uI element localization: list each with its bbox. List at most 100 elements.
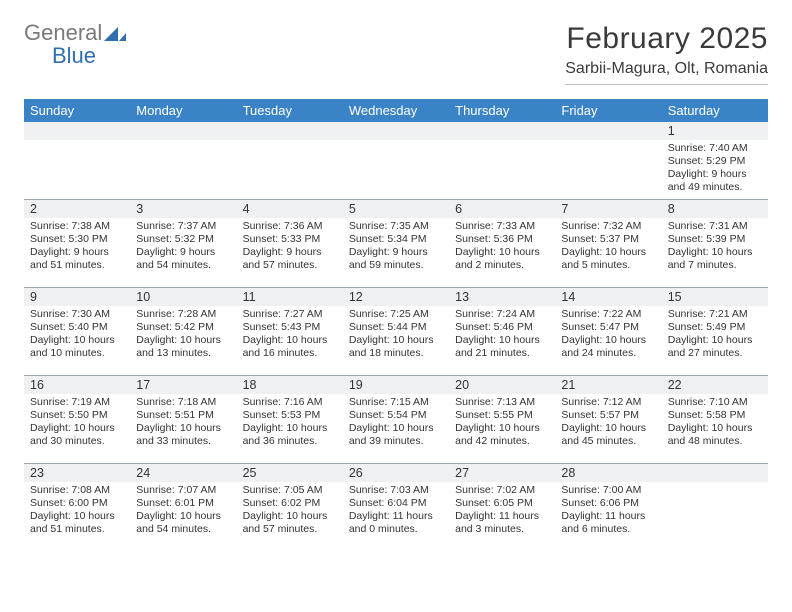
sunrise-text: Sunrise: 7:27 AM <box>243 308 337 321</box>
sunset-text: Sunset: 5:32 PM <box>136 233 230 246</box>
dow-monday: Monday <box>130 99 236 122</box>
week-row: 23Sunrise: 7:08 AMSunset: 6:00 PMDayligh… <box>24 463 768 551</box>
daylight-text: Daylight: 10 hours and 42 minutes. <box>455 422 549 448</box>
sunrise-text: Sunrise: 7:15 AM <box>349 396 443 409</box>
sunrise-text: Sunrise: 7:37 AM <box>136 220 230 233</box>
day-cell: 24Sunrise: 7:07 AMSunset: 6:01 PMDayligh… <box>130 463 236 551</box>
day-cell: 9Sunrise: 7:30 AMSunset: 5:40 PMDaylight… <box>24 287 130 375</box>
sunrise-text: Sunrise: 7:07 AM <box>136 484 230 497</box>
day-details: Sunrise: 7:18 AMSunset: 5:51 PMDaylight:… <box>130 394 236 453</box>
day-details: Sunrise: 7:08 AMSunset: 6:00 PMDaylight:… <box>24 482 130 541</box>
day-details: Sunrise: 7:27 AMSunset: 5:43 PMDaylight:… <box>237 306 343 365</box>
month-title: February 2025 <box>565 22 768 56</box>
day-cell: 21Sunrise: 7:12 AMSunset: 5:57 PMDayligh… <box>555 375 661 463</box>
daylight-text: Daylight: 9 hours and 59 minutes. <box>349 246 443 272</box>
day-cell: 28Sunrise: 7:00 AMSunset: 6:06 PMDayligh… <box>555 463 661 551</box>
day-number <box>662 464 768 482</box>
calendar-page: General Blue February 2025 Sarbii-Magura… <box>0 0 792 551</box>
daylight-text: Daylight: 11 hours and 0 minutes. <box>349 510 443 536</box>
day-cell: 26Sunrise: 7:03 AMSunset: 6:04 PMDayligh… <box>343 463 449 551</box>
daylight-text: Daylight: 11 hours and 6 minutes. <box>561 510 655 536</box>
sunset-text: Sunset: 5:42 PM <box>136 321 230 334</box>
day-number: 9 <box>24 288 130 306</box>
page-header: General Blue February 2025 Sarbii-Magura… <box>24 22 768 85</box>
day-details: Sunrise: 7:02 AMSunset: 6:05 PMDaylight:… <box>449 482 555 541</box>
sunrise-text: Sunrise: 7:33 AM <box>455 220 549 233</box>
sunrise-text: Sunrise: 7:38 AM <box>30 220 124 233</box>
day-number: 7 <box>555 200 661 218</box>
week-row: 16Sunrise: 7:19 AMSunset: 5:50 PMDayligh… <box>24 375 768 463</box>
daylight-text: Daylight: 10 hours and 48 minutes. <box>668 422 762 448</box>
day-cell: 2Sunrise: 7:38 AMSunset: 5:30 PMDaylight… <box>24 199 130 287</box>
day-cell <box>237 122 343 199</box>
day-details: Sunrise: 7:32 AMSunset: 5:37 PMDaylight:… <box>555 218 661 277</box>
day-details: Sunrise: 7:37 AMSunset: 5:32 PMDaylight:… <box>130 218 236 277</box>
day-details: Sunrise: 7:12 AMSunset: 5:57 PMDaylight:… <box>555 394 661 453</box>
day-number: 19 <box>343 376 449 394</box>
sunset-text: Sunset: 5:43 PM <box>243 321 337 334</box>
day-number <box>555 122 661 140</box>
day-number: 27 <box>449 464 555 482</box>
title-block: February 2025 Sarbii-Magura, Olt, Romani… <box>565 22 768 85</box>
sunset-text: Sunset: 5:55 PM <box>455 409 549 422</box>
day-cell: 20Sunrise: 7:13 AMSunset: 5:55 PMDayligh… <box>449 375 555 463</box>
daylight-text: Daylight: 10 hours and 33 minutes. <box>136 422 230 448</box>
sunrise-text: Sunrise: 7:36 AM <box>243 220 337 233</box>
day-number: 26 <box>343 464 449 482</box>
dow-tuesday: Tuesday <box>237 99 343 122</box>
sunrise-text: Sunrise: 7:13 AM <box>455 396 549 409</box>
day-number <box>237 122 343 140</box>
day-cell <box>662 463 768 551</box>
day-details: Sunrise: 7:21 AMSunset: 5:49 PMDaylight:… <box>662 306 768 365</box>
daylight-text: Daylight: 10 hours and 51 minutes. <box>30 510 124 536</box>
day-cell <box>130 122 236 199</box>
day-number: 5 <box>343 200 449 218</box>
day-cell <box>24 122 130 199</box>
daylight-text: Daylight: 10 hours and 54 minutes. <box>136 510 230 536</box>
day-cell: 1Sunrise: 7:40 AMSunset: 5:29 PMDaylight… <box>662 122 768 199</box>
sunset-text: Sunset: 5:29 PM <box>668 155 762 168</box>
day-cell: 25Sunrise: 7:05 AMSunset: 6:02 PMDayligh… <box>237 463 343 551</box>
title-rule <box>565 84 768 85</box>
day-details: Sunrise: 7:38 AMSunset: 5:30 PMDaylight:… <box>24 218 130 277</box>
sunset-text: Sunset: 6:05 PM <box>455 497 549 510</box>
day-number: 2 <box>24 200 130 218</box>
day-cell: 23Sunrise: 7:08 AMSunset: 6:00 PMDayligh… <box>24 463 130 551</box>
day-number: 11 <box>237 288 343 306</box>
day-number: 23 <box>24 464 130 482</box>
daylight-text: Daylight: 9 hours and 49 minutes. <box>668 168 762 194</box>
day-cell: 16Sunrise: 7:19 AMSunset: 5:50 PMDayligh… <box>24 375 130 463</box>
sunset-text: Sunset: 6:02 PM <box>243 497 337 510</box>
day-number: 8 <box>662 200 768 218</box>
dow-friday: Friday <box>555 99 661 122</box>
sunrise-text: Sunrise: 7:32 AM <box>561 220 655 233</box>
logo-sail-icon <box>104 23 126 45</box>
day-details: Sunrise: 7:03 AMSunset: 6:04 PMDaylight:… <box>343 482 449 541</box>
day-number: 28 <box>555 464 661 482</box>
day-cell: 6Sunrise: 7:33 AMSunset: 5:36 PMDaylight… <box>449 199 555 287</box>
day-number: 25 <box>237 464 343 482</box>
day-cell: 17Sunrise: 7:18 AMSunset: 5:51 PMDayligh… <box>130 375 236 463</box>
daylight-text: Daylight: 10 hours and 30 minutes. <box>30 422 124 448</box>
sunset-text: Sunset: 6:06 PM <box>561 497 655 510</box>
day-number: 4 <box>237 200 343 218</box>
day-cell <box>555 122 661 199</box>
daylight-text: Daylight: 10 hours and 2 minutes. <box>455 246 549 272</box>
sunset-text: Sunset: 5:37 PM <box>561 233 655 246</box>
daylight-text: Daylight: 9 hours and 54 minutes. <box>136 246 230 272</box>
sunset-text: Sunset: 5:50 PM <box>30 409 124 422</box>
sunset-text: Sunset: 5:40 PM <box>30 321 124 334</box>
dow-thursday: Thursday <box>449 99 555 122</box>
day-details: Sunrise: 7:10 AMSunset: 5:58 PMDaylight:… <box>662 394 768 453</box>
daylight-text: Daylight: 9 hours and 57 minutes. <box>243 246 337 272</box>
sunset-text: Sunset: 5:51 PM <box>136 409 230 422</box>
sunset-text: Sunset: 5:49 PM <box>668 321 762 334</box>
sunset-text: Sunset: 5:57 PM <box>561 409 655 422</box>
day-number: 1 <box>662 122 768 140</box>
day-cell: 19Sunrise: 7:15 AMSunset: 5:54 PMDayligh… <box>343 375 449 463</box>
sunrise-text: Sunrise: 7:08 AM <box>30 484 124 497</box>
day-details: Sunrise: 7:19 AMSunset: 5:50 PMDaylight:… <box>24 394 130 453</box>
sunrise-text: Sunrise: 7:05 AM <box>243 484 337 497</box>
daylight-text: Daylight: 10 hours and 10 minutes. <box>30 334 124 360</box>
day-cell: 5Sunrise: 7:35 AMSunset: 5:34 PMDaylight… <box>343 199 449 287</box>
